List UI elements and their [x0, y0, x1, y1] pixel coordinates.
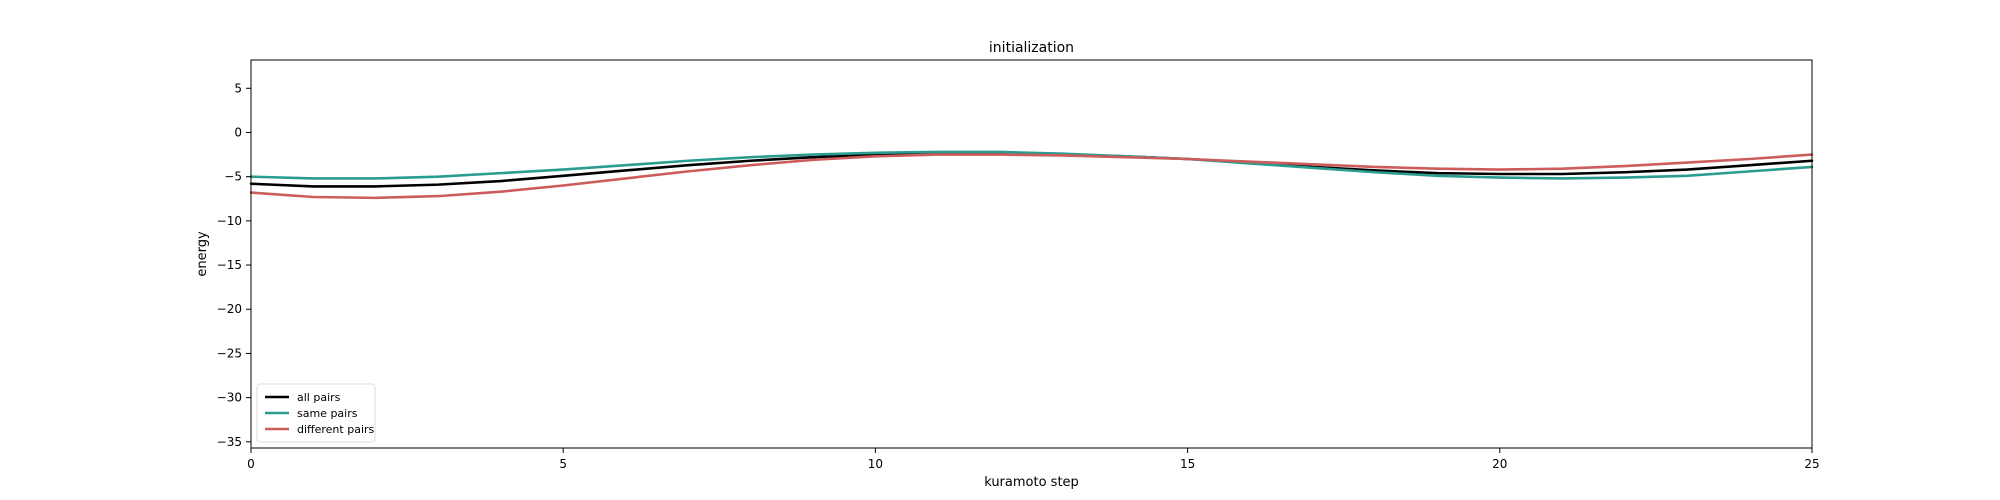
x-tick-label: 5	[559, 457, 567, 471]
y-tick-label: 0	[234, 125, 242, 139]
y-axis-title: energy	[195, 231, 210, 277]
y-tick-label: −10	[217, 214, 242, 228]
y-tick-label: −30	[217, 391, 242, 405]
legend-box	[256, 383, 376, 443]
x-tick-label: 10	[868, 457, 883, 471]
ticks-layer: 0 5 10 15 20 25 5 0 −5 −10 −15 −20 −25 −30 −35	[217, 81, 1820, 471]
y-tick-label: −25	[217, 346, 242, 360]
chart-title: initialization	[989, 40, 1074, 56]
legend-label: same pairs	[297, 407, 358, 420]
y-tick-label: −15	[217, 258, 242, 272]
legend-label: all pairs	[297, 391, 341, 404]
series-line-3	[249, 153, 1814, 200]
y-tick-label: 5	[234, 81, 242, 95]
y-tick-label: −35	[217, 435, 242, 449]
x-tick-label: 15	[1180, 457, 1195, 471]
x-axis-title: kuramoto step	[984, 475, 1079, 490]
x-tick-label: 0	[247, 457, 255, 471]
series-line-1	[249, 152, 1814, 188]
legend: all pairs same pairs different pairs	[256, 383, 376, 443]
y-tick-label: −20	[217, 302, 242, 316]
legend-label: different pairs	[297, 423, 375, 436]
series-layer	[249, 150, 1814, 200]
series-line-2	[249, 150, 1814, 180]
x-tick-label: 25	[1804, 457, 1819, 471]
x-tick-label: 20	[1492, 457, 1507, 471]
y-tick-label: −5	[224, 170, 242, 184]
plot-frame	[250, 59, 1813, 449]
